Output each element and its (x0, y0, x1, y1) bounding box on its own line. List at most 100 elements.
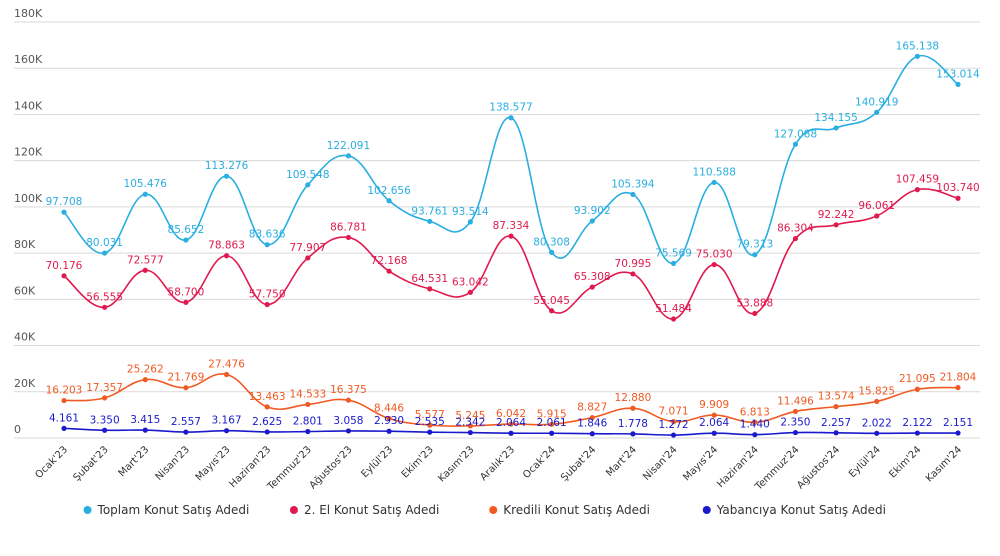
data-point (792, 429, 799, 436)
data-label: 3.058 (333, 415, 363, 427)
data-label: 75.569 (655, 247, 692, 259)
data-point (386, 268, 392, 274)
data-point (589, 414, 595, 421)
x-tick-label: Ekim'24 (887, 444, 923, 480)
legend-marker (289, 506, 298, 514)
data-point (549, 421, 555, 427)
data-point (264, 429, 270, 435)
data-label: 96.061 (858, 200, 895, 212)
data-label: 2.022 (862, 417, 892, 429)
data-label: 3.415 (130, 414, 160, 426)
y-tick-label: 0 (14, 423, 21, 436)
data-labels: 97.708 80.031 105.476 85.652 113.276 83.636 10… (46, 40, 980, 431)
data-point (508, 421, 514, 427)
data-point (508, 233, 514, 239)
data-label: 72.577 (127, 254, 164, 266)
x-tick-label: Aralık'23 (478, 444, 517, 483)
data-point (549, 308, 555, 314)
data-point (670, 432, 677, 438)
data-point (874, 109, 880, 115)
data-point (874, 430, 880, 436)
data-label: 51.484 (655, 303, 692, 315)
x-tick-label: Eylül'24 (847, 444, 883, 480)
legend-marker (83, 506, 92, 514)
data-point (670, 260, 677, 266)
data-point (467, 219, 473, 225)
data-point (305, 401, 311, 408)
data-label: 57.750 (249, 289, 286, 301)
x-tick-label: Kasım'24 (924, 444, 964, 484)
data-label: 8.827 (577, 402, 607, 414)
data-label: 1.440 (740, 419, 770, 431)
legend-item[interactable]: Kredili Konut Satış Adedi (489, 503, 650, 517)
legend-label: Yabancıya Konut Satış Adedi (716, 503, 886, 517)
data-point (874, 398, 880, 405)
x-axis-ticks: Ocak'23 Şubat'23 Mart'23 Nisan'23 Mayıs'23Ha… (34, 444, 965, 494)
y-tick-label: 60K (14, 284, 36, 297)
data-label: 5.245 (455, 410, 485, 422)
data-label: 80.031 (86, 237, 123, 249)
data-label: 6.042 (496, 408, 526, 420)
data-point (102, 304, 108, 310)
data-point (711, 412, 717, 418)
data-label: 8.446 (374, 402, 404, 414)
data-point (630, 405, 636, 411)
data-point (833, 430, 839, 436)
legend-marker (489, 506, 498, 514)
data-point (305, 182, 311, 188)
y-tick-label: 80K (14, 238, 36, 251)
data-label: 2.061 (537, 417, 567, 429)
data-label: 165.138 (896, 40, 939, 52)
data-point (630, 431, 636, 437)
data-label: 1.272 (659, 419, 689, 431)
data-point (427, 286, 433, 292)
data-point (183, 385, 189, 391)
y-tick-label: 120K (14, 146, 43, 159)
legend-label: Kredili Konut Satış Adedi (503, 503, 650, 517)
data-point (183, 237, 189, 243)
data-label: 16.203 (46, 385, 83, 397)
y-tick-label: 40K (14, 331, 36, 344)
legend: Toplam Konut Satış Adedi 2. El Konut Satı… (83, 503, 886, 517)
data-point (223, 371, 230, 378)
x-tick-label: Ekim'23 (400, 444, 436, 480)
data-label: 87.334 (493, 220, 530, 232)
y-axis-ticks: 0 20K 40K 60K 80K 100K 120K 140K 160K 180K (14, 7, 43, 436)
legend-item[interactable]: Toplam Konut Satış Adedi (83, 503, 250, 517)
data-label: 79.313 (736, 239, 773, 251)
data-label: 7.071 (659, 406, 689, 418)
legend-item[interactable]: Yabancıya Konut Satış Adedi (702, 503, 886, 517)
data-label: 5.577 (415, 409, 445, 421)
data-point (264, 301, 270, 308)
data-label: 83.636 (249, 229, 286, 241)
data-point (792, 141, 799, 147)
data-label: 2.151 (943, 417, 973, 429)
data-point (427, 429, 433, 435)
data-point (752, 310, 758, 317)
data-label: 134.155 (814, 112, 857, 124)
x-tick-label: Mayıs'23 (194, 444, 233, 483)
data-point (223, 428, 230, 434)
data-label: 93.514 (452, 206, 489, 218)
legend-label: 2. El Konut Satış Adedi (304, 503, 439, 517)
data-point (792, 235, 799, 242)
data-point (305, 428, 311, 435)
data-point (955, 430, 961, 436)
data-label: 72.168 (371, 255, 408, 267)
y-tick-label: 140K (14, 99, 43, 112)
data-point (467, 423, 473, 429)
data-label: 70.995 (615, 258, 652, 270)
data-point (955, 385, 961, 391)
data-label: 21.769 (168, 372, 205, 384)
data-label: 140.919 (855, 96, 898, 108)
data-label: 56.555 (86, 291, 123, 303)
data-point (711, 430, 717, 436)
data-point (792, 408, 799, 415)
legend-marker (702, 506, 711, 514)
x-tick-label: Mart'24 (604, 444, 639, 479)
data-point (102, 427, 108, 433)
legend-item[interactable]: 2. El Konut Satış Adedi (289, 503, 439, 517)
data-point (386, 415, 392, 422)
x-tick-label: Nisan'24 (641, 444, 679, 482)
